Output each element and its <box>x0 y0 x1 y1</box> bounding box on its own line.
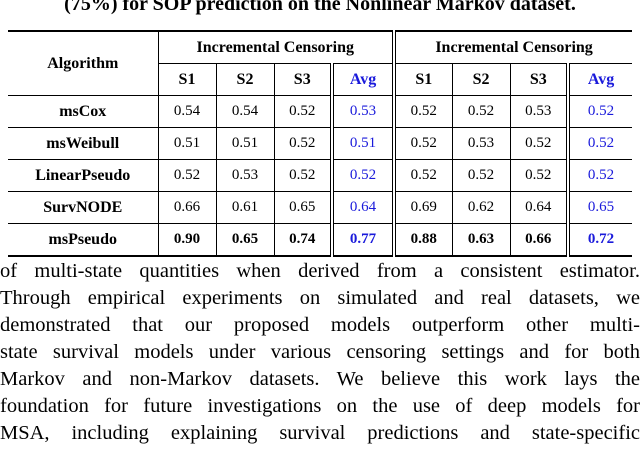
table-cell-avg: 0.52 <box>566 95 633 128</box>
table-cell-best: 0.65 <box>216 223 275 257</box>
text-line: foundation for future investigations on … <box>0 395 640 417</box>
table-row: LinearPseudo 0.52 0.53 0.52 0.52 0.52 0.… <box>8 159 633 192</box>
table-cell: 0.52 <box>510 127 569 160</box>
table-cell: 0.52 <box>274 127 333 160</box>
sub-header: S2 <box>216 63 275 96</box>
table-cell-avg: 0.52 <box>566 127 633 160</box>
table-cell-avg: 0.53 <box>329 95 395 128</box>
table-cell-best: 0.88 <box>392 223 453 257</box>
sub-header-avg: Avg <box>566 63 633 96</box>
table-caption: (75%) for SOP prediction on the Nonlinea… <box>64 0 576 15</box>
algorithm-name: LinearPseudo <box>8 159 159 192</box>
table-row: msWeibull 0.51 0.51 0.52 0.51 0.52 0.53 … <box>8 127 633 160</box>
table-cell: 0.52 <box>392 95 453 128</box>
body-paragraph: of multi-state quantities when derived f… <box>0 258 640 447</box>
text-line: of multi-state quantities when derived f… <box>0 260 640 282</box>
text-line: Markov and non-Markov datasets. We belie… <box>0 368 640 390</box>
text-line: state survival models under various cens… <box>0 341 640 363</box>
table-cell: 0.53 <box>216 159 275 192</box>
table-cell: 0.52 <box>274 159 333 192</box>
table-cell-best: 0.90 <box>158 223 217 257</box>
table-row: msCox 0.54 0.54 0.52 0.53 0.52 0.52 0.53… <box>8 95 633 128</box>
text-line: demonstrated that our proposed models ou… <box>0 314 640 336</box>
table-cell-avg: 0.64 <box>329 191 395 224</box>
text-line: Through empirical experiments on simulat… <box>0 287 640 309</box>
group-header-left: Incremental Censoring <box>158 30 395 64</box>
table-cell-avg-best: 0.77 <box>329 223 395 257</box>
table-cell: 0.54 <box>216 95 275 128</box>
algorithm-header: Algorithm <box>8 30 159 96</box>
table-cell: 0.53 <box>452 127 511 160</box>
algorithm-name: msPseudo <box>8 223 159 257</box>
table-cell-best: 0.66 <box>510 223 569 257</box>
table-cell: 0.52 <box>452 159 511 192</box>
table-cell: 0.53 <box>510 95 569 128</box>
sub-header: S2 <box>452 63 511 96</box>
table-cell: 0.66 <box>158 191 217 224</box>
table-cell: 0.51 <box>158 127 217 160</box>
algorithm-name: SurvNODE <box>8 191 159 224</box>
table-cell-best: 0.74 <box>274 223 333 257</box>
table-cell: 0.52 <box>392 159 453 192</box>
table-cell: 0.52 <box>510 159 569 192</box>
text-line: MSA, including explaining survival predi… <box>0 422 640 444</box>
group-header-right: Incremental Censoring <box>392 30 633 64</box>
sub-header: S3 <box>274 63 333 96</box>
table-cell-avg: 0.51 <box>329 127 395 160</box>
table-cell-avg-best: 0.72 <box>566 223 633 257</box>
table-cell: 0.51 <box>216 127 275 160</box>
table-cell: 0.64 <box>510 191 569 224</box>
algorithm-name: msWeibull <box>8 127 159 160</box>
table-cell-best: 0.63 <box>452 223 511 257</box>
table-cell: 0.69 <box>392 191 453 224</box>
algorithm-name: msCox <box>8 95 159 128</box>
table-cell: 0.52 <box>158 159 217 192</box>
table-cell: 0.54 <box>158 95 217 128</box>
table-cell: 0.52 <box>392 127 453 160</box>
table-cell-avg: 0.52 <box>329 159 395 192</box>
table-row: SurvNODE 0.66 0.61 0.65 0.64 0.69 0.62 0… <box>8 191 633 224</box>
sub-header: S3 <box>510 63 569 96</box>
table-cell: 0.52 <box>452 95 511 128</box>
table-cell-avg: 0.52 <box>566 159 633 192</box>
table-cell-avg: 0.65 <box>566 191 633 224</box>
sub-header-avg: Avg <box>329 63 395 96</box>
sub-header: S1 <box>392 63 453 96</box>
results-table: Algorithm Incremental Censoring Incremen… <box>8 30 633 257</box>
sub-header: S1 <box>158 63 217 96</box>
table-cell: 0.65 <box>274 191 333 224</box>
table-row: msPseudo 0.90 0.65 0.74 0.77 0.88 0.63 0… <box>8 223 633 257</box>
table-cell: 0.61 <box>216 191 275 224</box>
table-cell: 0.62 <box>452 191 511 224</box>
table-cell: 0.52 <box>274 95 333 128</box>
